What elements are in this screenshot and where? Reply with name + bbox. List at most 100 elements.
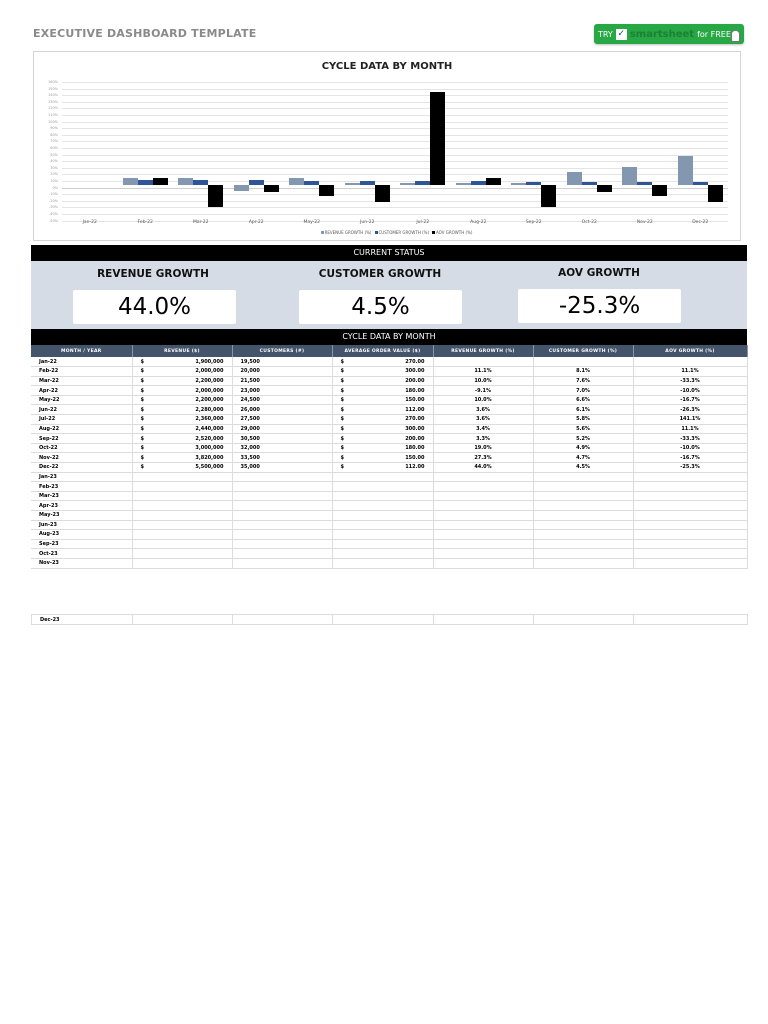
- cell-aov-growth[interactable]: -33.3%: [633, 433, 748, 444]
- cell-aov-growth[interactable]: [633, 510, 748, 521]
- cell-customer-growth[interactable]: [533, 481, 634, 492]
- cell-customer-growth[interactable]: [533, 510, 634, 521]
- cell-customer-growth[interactable]: [533, 491, 634, 502]
- cell-customer-growth[interactable]: 6.6%: [533, 395, 634, 406]
- cell-revenue[interactable]: $2,520,000: [132, 433, 233, 444]
- cell-revenue-growth[interactable]: [433, 529, 534, 540]
- cell-aov[interactable]: $180.00: [332, 443, 434, 454]
- cell-aov-growth[interactable]: -25.3%: [633, 462, 748, 473]
- cell-revenue[interactable]: $2,360,000: [132, 414, 233, 425]
- cell-aov-growth[interactable]: 141.1%: [633, 414, 748, 425]
- cell-revenue-growth[interactable]: [433, 548, 534, 559]
- cell-customer-growth[interactable]: [533, 472, 634, 483]
- cell-revenue[interactable]: [132, 548, 233, 559]
- cell-aov[interactable]: [332, 510, 434, 521]
- cell-aov-growth[interactable]: -33.3%: [633, 376, 748, 387]
- cell-aov[interactable]: $300.00: [332, 424, 434, 435]
- cell-month[interactable]: Jul-22: [31, 414, 133, 425]
- cell-month[interactable]: Dec-23: [31, 614, 133, 625]
- cell-month[interactable]: Aug-23: [31, 529, 133, 540]
- cell-aov-growth[interactable]: -16.7%: [633, 395, 748, 406]
- cell-customers[interactable]: [232, 520, 333, 531]
- cell-customer-growth[interactable]: 5.8%: [533, 414, 634, 425]
- cell-revenue-growth[interactable]: -9.1%: [433, 385, 534, 396]
- cell-month[interactable]: Sep-23: [31, 539, 133, 550]
- cell-month[interactable]: May-23: [31, 510, 133, 521]
- cell-aov-growth[interactable]: 11.1%: [633, 424, 748, 435]
- cell-customers[interactable]: 30,500: [232, 433, 333, 444]
- cell-revenue-growth[interactable]: [433, 558, 534, 569]
- cell-customer-growth[interactable]: 4.7%: [533, 452, 634, 464]
- cell-aov-growth[interactable]: [633, 548, 748, 559]
- cell-customers[interactable]: 23,000: [232, 385, 333, 396]
- cell-aov-growth[interactable]: [633, 357, 748, 368]
- cell-revenue-growth[interactable]: [433, 510, 534, 521]
- cell-customers[interactable]: [232, 614, 333, 625]
- cell-aov[interactable]: [332, 500, 434, 511]
- cell-revenue[interactable]: $2,000,000: [132, 385, 233, 396]
- cell-revenue-growth[interactable]: 44.0%: [433, 462, 534, 473]
- cell-customer-growth[interactable]: 7.6%: [533, 376, 634, 387]
- cell-revenue-growth[interactable]: 10.0%: [433, 376, 534, 387]
- cell-month[interactable]: Jun-23: [31, 520, 133, 531]
- cell-customers[interactable]: 27,500: [232, 414, 333, 425]
- cell-revenue-growth[interactable]: 3.4%: [433, 424, 534, 435]
- cell-revenue[interactable]: $2,200,000: [132, 376, 233, 387]
- cell-aov-growth[interactable]: [633, 614, 748, 625]
- cell-aov-growth[interactable]: [633, 539, 748, 550]
- cell-customer-growth[interactable]: 4.5%: [533, 462, 634, 473]
- cell-aov[interactable]: $200.00: [332, 376, 434, 387]
- cell-aov[interactable]: [332, 558, 434, 569]
- cell-aov-growth[interactable]: [633, 529, 748, 540]
- cell-revenue[interactable]: $3,000,000: [132, 443, 233, 454]
- cell-customers[interactable]: 19,500: [232, 357, 333, 368]
- cell-aov[interactable]: [332, 548, 434, 559]
- cell-customer-growth[interactable]: [533, 500, 634, 511]
- cell-revenue-growth[interactable]: [433, 539, 534, 550]
- cell-revenue[interactable]: [132, 491, 233, 502]
- cell-aov[interactable]: $300.00: [332, 366, 434, 377]
- cell-aov-growth[interactable]: -26.3%: [633, 404, 748, 416]
- cell-revenue[interactable]: $2,000,000: [132, 366, 233, 377]
- cell-customer-growth[interactable]: [533, 539, 634, 550]
- try-smartsheet-button[interactable]: TRY ✓ smartsheet for FREE: [594, 24, 744, 44]
- cell-revenue[interactable]: [132, 520, 233, 531]
- cell-customer-growth[interactable]: [533, 520, 634, 531]
- cell-aov[interactable]: $180.00: [332, 385, 434, 396]
- cell-aov-growth[interactable]: [633, 520, 748, 531]
- cell-aov[interactable]: $150.00: [332, 452, 434, 464]
- cell-aov[interactable]: $200.00: [332, 433, 434, 444]
- cell-customer-growth[interactable]: 8.1%: [533, 366, 634, 377]
- cell-customers[interactable]: 29,000: [232, 424, 333, 435]
- cell-revenue[interactable]: $2,200,000: [132, 395, 233, 406]
- cell-aov[interactable]: [332, 539, 434, 550]
- cell-customers[interactable]: 24,500: [232, 395, 333, 406]
- cell-month[interactable]: Feb-22: [31, 366, 133, 377]
- cell-customer-growth[interactable]: [533, 558, 634, 569]
- cell-aov[interactable]: $270.00: [332, 414, 434, 425]
- cell-revenue[interactable]: $3,820,000: [132, 452, 233, 464]
- cell-aov[interactable]: [332, 481, 434, 492]
- cell-customers[interactable]: [232, 500, 333, 511]
- cell-revenue[interactable]: [132, 558, 233, 569]
- cell-month[interactable]: Jun-22: [31, 404, 133, 416]
- cell-revenue[interactable]: [132, 481, 233, 492]
- cell-revenue-growth[interactable]: 3.6%: [433, 414, 534, 425]
- cell-aov[interactable]: $112.00: [332, 462, 434, 473]
- cell-revenue[interactable]: [132, 529, 233, 540]
- cell-revenue-growth[interactable]: [433, 491, 534, 502]
- cell-month[interactable]: Oct-22: [31, 443, 133, 454]
- cell-aov-growth[interactable]: -16.7%: [633, 452, 748, 464]
- cell-customers[interactable]: [232, 472, 333, 483]
- cell-revenue-growth[interactable]: 11.1%: [433, 366, 534, 377]
- cell-aov[interactable]: $112.00: [332, 404, 434, 416]
- cell-month[interactable]: Feb-23: [31, 481, 133, 492]
- cell-customers[interactable]: [232, 491, 333, 502]
- cell-month[interactable]: Mar-23: [31, 491, 133, 502]
- cell-month[interactable]: Nov-22: [31, 452, 133, 464]
- cell-customer-growth[interactable]: 5.2%: [533, 433, 634, 444]
- cell-revenue-growth[interactable]: 27.3%: [433, 452, 534, 464]
- cell-customers[interactable]: [232, 558, 333, 569]
- cell-revenue[interactable]: $5,500,000: [132, 462, 233, 473]
- cell-customer-growth[interactable]: 6.1%: [533, 404, 634, 416]
